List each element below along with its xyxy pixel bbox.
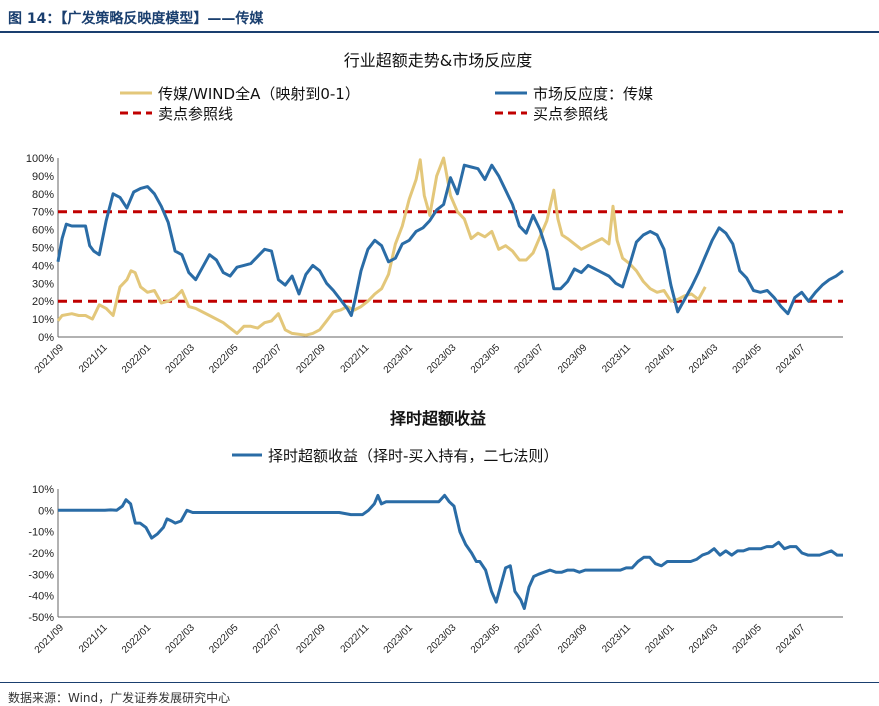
chart1-x-tick-label: 2024/03: [687, 342, 721, 376]
source-note: 数据来源：Wind，广发证券发展研究中心: [8, 691, 231, 705]
chart1-y-tick-label: 20%: [32, 296, 54, 308]
chart2-x-tick-label: 2022/09: [294, 622, 328, 656]
chart1-y-tick-label: 50%: [32, 243, 54, 255]
chart2-x-tick-label: 2022/07: [251, 622, 285, 656]
chart1-title: 行业超额走势&市场反应度: [344, 51, 532, 70]
chart2-series: [58, 493, 843, 610]
legend-label-sell-line: 卖点参照线: [158, 105, 233, 123]
chart2-y-tick-label: -40%: [28, 591, 54, 603]
chart2-title: 择时超额收益: [390, 409, 486, 428]
chart1-x-tick-label: 2022/07: [251, 342, 285, 376]
chart1-y-tick-label: 60%: [32, 225, 54, 237]
chart2-x-tick-label: 2022/03: [164, 622, 198, 656]
legend-label-industry-excess: 传媒/WIND全A（映射到0-1）: [158, 85, 360, 103]
chart2-x-tick-label: 2024/03: [687, 622, 721, 656]
chart1-series-line-0: [56, 156, 707, 337]
chart1-y-axis: 100% 90% 80% 70% 60% 50% 40% 30% 20% 10% 0%: [26, 153, 59, 344]
chart2-x-tick-label: 2023/07: [512, 622, 546, 656]
chart2-y-tick-label: -10%: [28, 527, 54, 539]
footer-rule: [0, 682, 879, 683]
chart1-x-tick-label: 2022/01: [120, 342, 154, 376]
chart2-x-tick-label: 2023/01: [382, 622, 416, 656]
chart1-x-tick-label: 2022/09: [294, 342, 328, 376]
chart1-x-tick-label: 2024/01: [643, 342, 677, 376]
chart1-x-tick-label: 2023/07: [512, 342, 546, 376]
chart2-y-tick-label: -50%: [28, 612, 54, 624]
chart2-x-tick-label: 2022/05: [207, 622, 241, 656]
chart2-x-tick-label: 2024/07: [774, 622, 808, 656]
legend-label-buy-line: 买点参照线: [533, 105, 608, 123]
chart2-legend: 择时超额收益（择时-买入持有，二七法则）: [232, 447, 558, 465]
chart2-x-tick-label: 2023/05: [469, 622, 503, 656]
chart1-x-tick-label: 2022/11: [339, 342, 372, 375]
chart1-x-tick-label: 2023/11: [600, 342, 633, 375]
chart2-y-tick-label: -20%: [28, 548, 54, 560]
chart2-x-tick-label: 2022/11: [339, 622, 372, 655]
chart2-x-tick-label: 2024/05: [731, 622, 765, 656]
chart1-x-tick-label: 2023/05: [469, 342, 503, 376]
chart1-x-tick-label: 2024/07: [774, 342, 808, 376]
figure-title: 图 14：【广发策略反映度模型】——传媒: [8, 11, 264, 27]
title-rule: [0, 31, 879, 33]
chart1-y-tick-label: 40%: [32, 260, 54, 272]
chart1-y-tick-label: 70%: [32, 207, 54, 219]
chart2-x-tick-label: 2023/11: [600, 622, 633, 655]
chart2-x-tick-label: 2022/01: [120, 622, 154, 656]
chart1-x-tick-label: 2022/03: [164, 342, 198, 376]
chart2-x-tick-label: 2023/09: [556, 622, 590, 656]
chart1-y-tick-label: 30%: [32, 278, 54, 290]
chart1-x-tick-label: 2021/11: [77, 342, 110, 375]
chart1-x-tick-label: 2023/09: [556, 342, 590, 376]
chart1-y-tick-label: 90%: [32, 171, 54, 183]
chart1-y-tick-label: 80%: [32, 189, 54, 201]
chart1-x-tick-label: 2023/01: [382, 342, 416, 376]
chart2-x-tick-label: 2021/09: [33, 622, 67, 656]
chart2-y-tick-label: -30%: [28, 569, 54, 581]
chart2-x-axis: 2021/09 2021/11 2022/01 2022/03 2022/05 2022/…: [33, 616, 843, 656]
chart1-x-tick-label: 2024/05: [731, 342, 765, 376]
chart1-x-tick-label: 2023/03: [425, 342, 459, 376]
chart1-legend: 传媒/WIND全A（映射到0-1） 市场反应度：传媒 卖点参照线 买点参照线: [120, 85, 653, 123]
chart2-series-line-0: [58, 493, 843, 610]
chart2-x-tick-label: 2023/03: [425, 622, 459, 656]
chart1-x-axis: 2021/09 2021/11 2022/01 2022/03 2022/05 2022/…: [33, 336, 843, 376]
legend-label-market-reaction: 市场反应度：传媒: [533, 85, 653, 103]
chart2-x-tick-label: 2024/01: [643, 622, 677, 656]
chart1-x-tick-label: 2022/05: [207, 342, 241, 376]
legend-label-timing-excess: 择时超额收益（择时-买入持有，二七法则）: [268, 447, 558, 465]
chart1-y-tick-label: 0%: [38, 332, 54, 344]
chart2-x-tick-label: 2021/11: [77, 622, 110, 655]
chart1-reference-lines: [58, 210, 843, 303]
chart1-y-tick-label: 10%: [32, 314, 54, 326]
chart1-series-line-1: [56, 163, 844, 317]
chart2-y-tick-label: 10%: [32, 484, 54, 496]
chart1-y-tick-label: 100%: [26, 153, 54, 165]
chart2-y-axis: 10% 0% -10% -20% -30% -40% -50%: [28, 484, 59, 624]
chart1-x-tick-label: 2021/09: [33, 342, 67, 376]
chart1-series: [56, 156, 844, 337]
chart2-y-tick-label: 0%: [38, 505, 54, 517]
